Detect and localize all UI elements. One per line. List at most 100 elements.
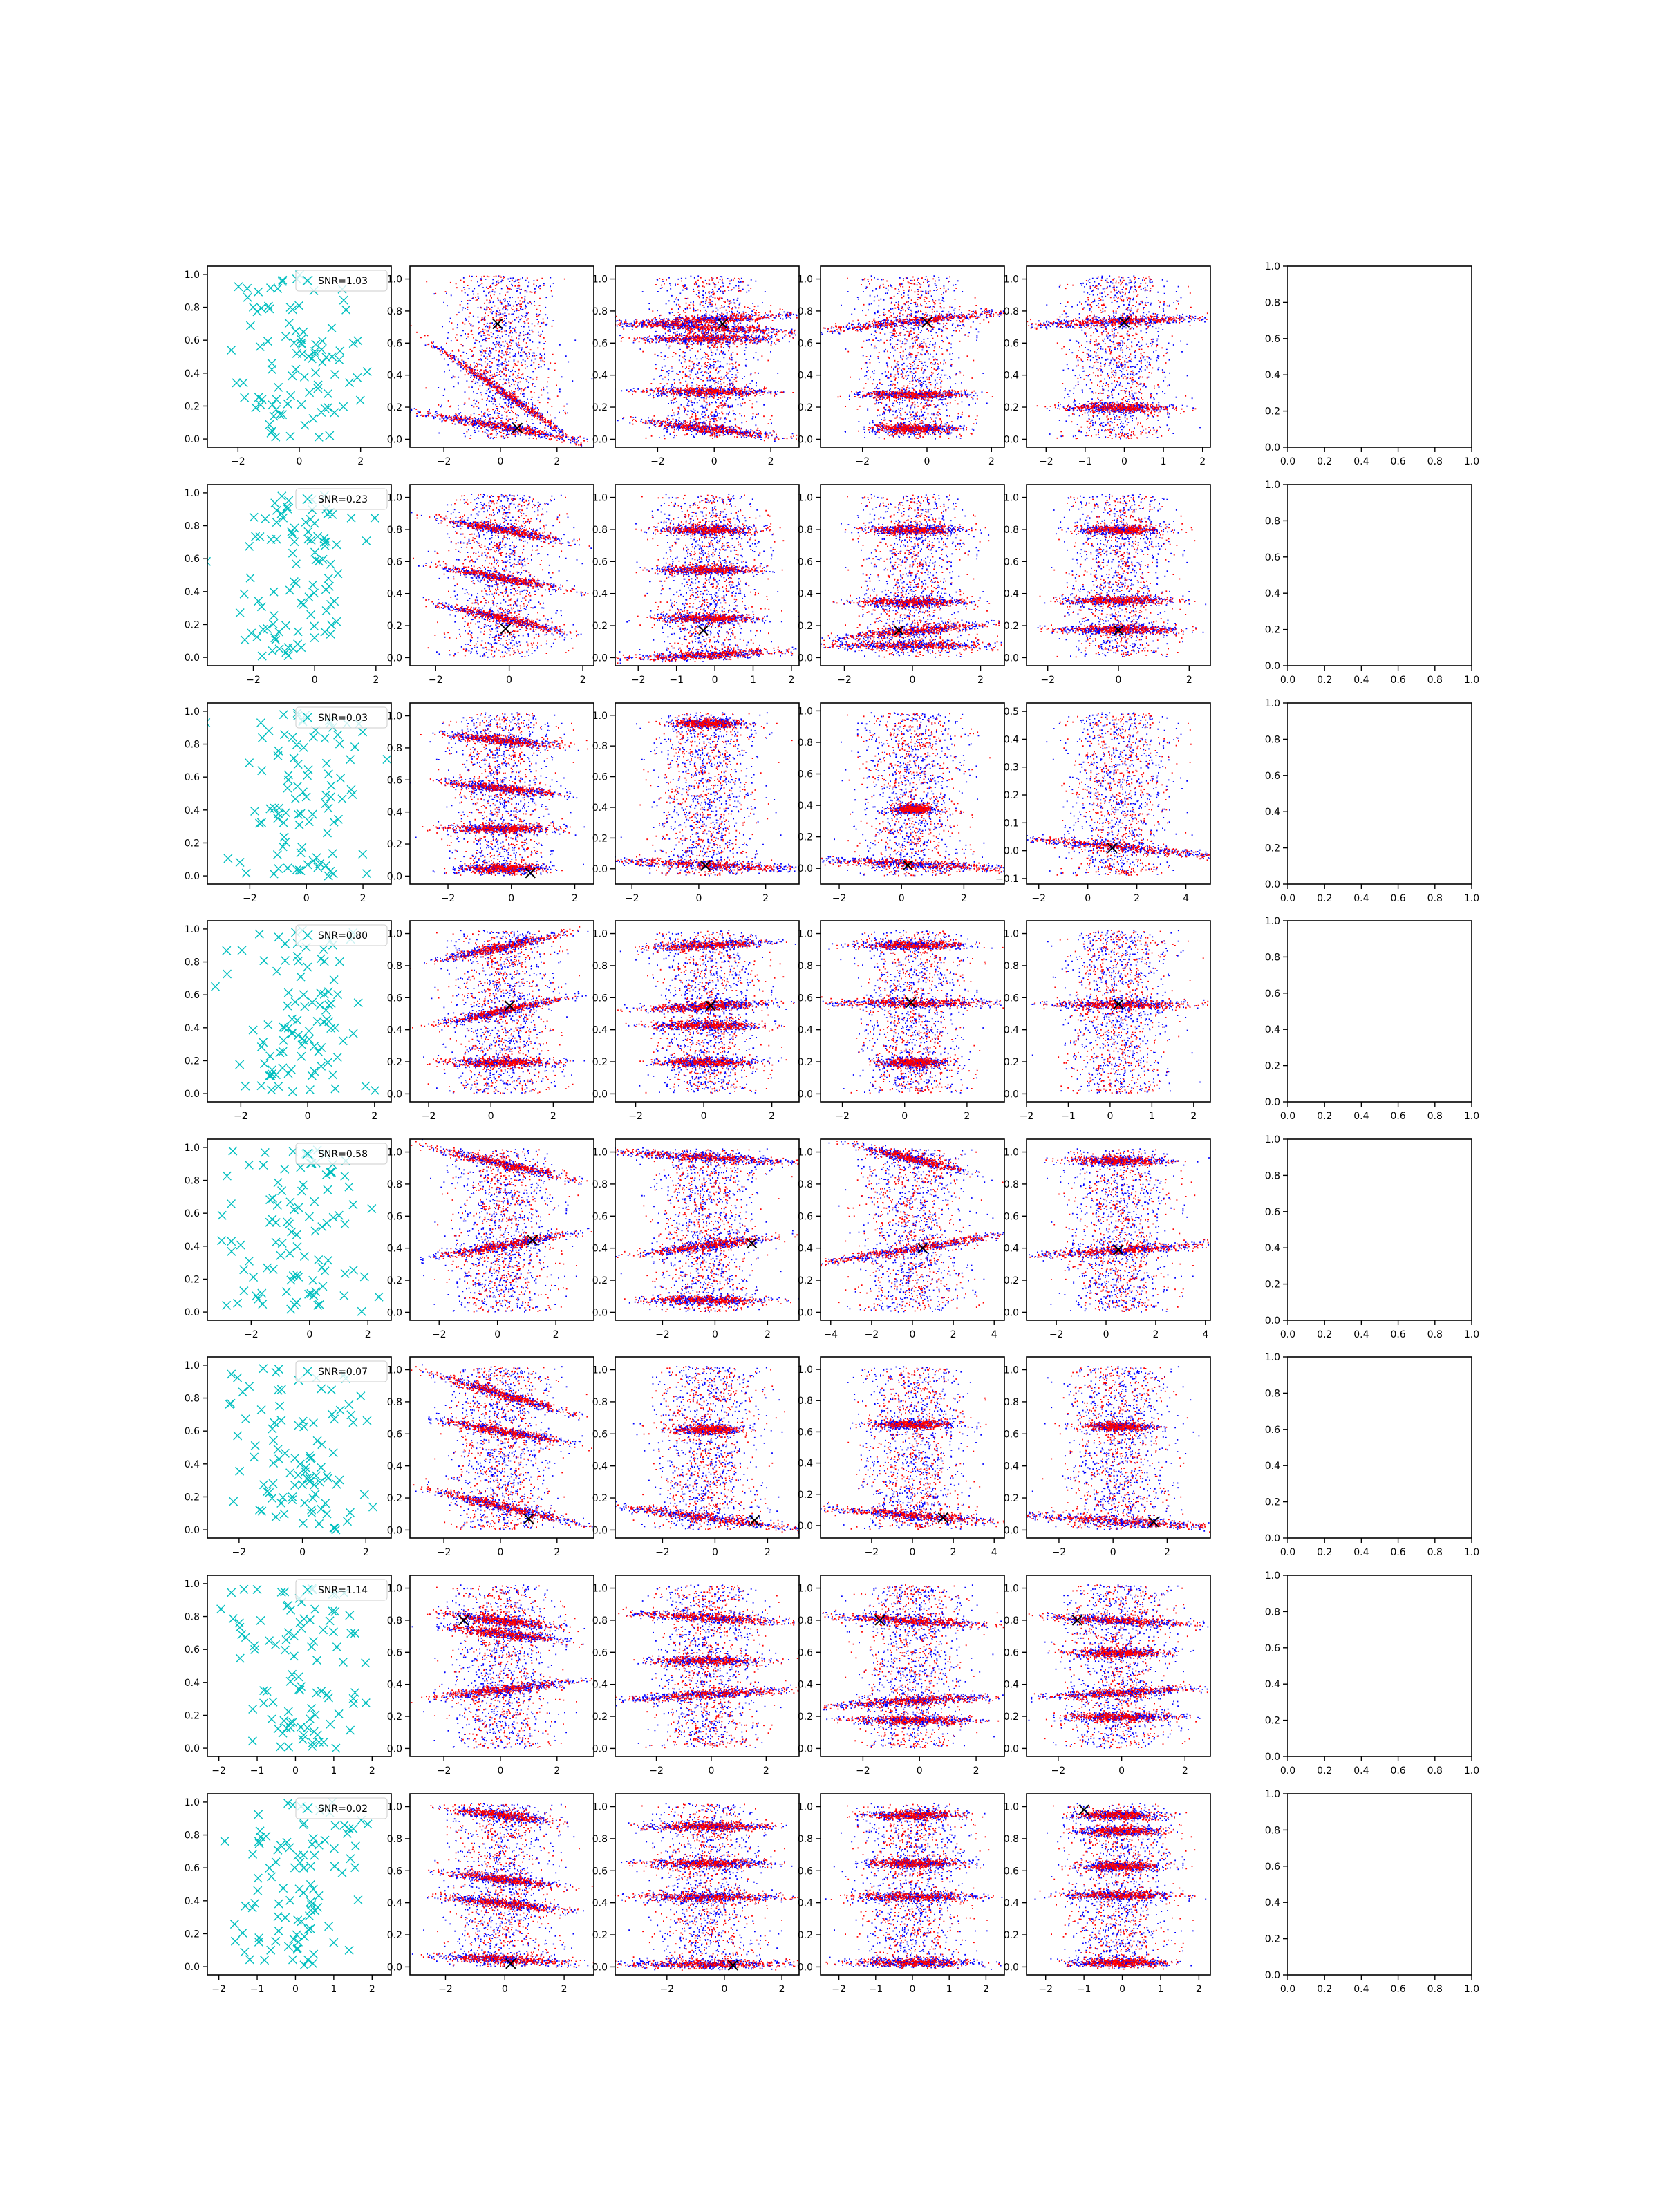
axes-frame [820,1575,1005,1757]
legend-cross-icon [302,712,313,723]
y-tick-label: 0.0 [592,1743,608,1754]
x-tick-label: 4 [1202,1329,1208,1340]
band-4-series-a [1028,1708,1201,1725]
axes-frame [207,1356,392,1539]
x-tick-label: 4 [991,1547,997,1558]
band-1-series-b [836,938,1004,951]
y-tick-label: 0.0 [387,653,402,664]
y-tick-label: −0.1 [995,874,1019,885]
x-tick-label: 0 [305,1111,311,1122]
y-tick-label: 1.0 [185,488,200,499]
band-3-series-b [1061,1859,1193,1873]
x-tick-label: −2 [832,893,847,904]
centroid-marker-1 [458,1615,469,1626]
x-tick-label: 0.2 [1317,1984,1332,1995]
x-tick-label: 2 [973,1765,980,1777]
y-tick-label: 0.8 [387,961,402,972]
y-tick-label: 0.2 [387,402,402,413]
x-tick-label: 0 [494,1329,500,1340]
x-tick-label: 0.6 [1390,456,1405,467]
x-tick-label: 1 [946,1984,953,1995]
y-tick-label: 0.2 [185,1710,200,1721]
plot-area [411,1364,594,1530]
panel-r8-c6: 0.0 0.2 0.4 0.6 0.8 1.0 0.0 0.2 0.4 0.6 0.8 1.0 [1265,1789,1479,1995]
y-tick-label: 1.0 [387,493,402,504]
y-tick-label: 0.4 [387,1680,402,1691]
x-tick-label: 0.8 [1427,1547,1443,1558]
band-1-series-a [615,1147,799,1168]
y-tick-label: 1.0 [592,1147,608,1159]
y-tick-label: 0.0 [1004,653,1019,664]
x-tick-label: 2 [554,1547,560,1558]
x-tick-label: 0.4 [1353,1765,1369,1777]
x-tick-label: −1 [868,1984,883,1995]
axes-frame [615,702,800,885]
centroid-marker-1 [1113,998,1124,1010]
panel-r1-c1: −2 0 2 0.0 0.2 0.4 0.6 0.8 1.0 SNR=1.03 [185,265,392,467]
y-tick-label: 0.2 [185,1492,200,1503]
band-3-series-a [845,420,975,437]
plot-area [217,1145,384,1316]
band-1-series-b [847,1808,984,1822]
y-tick-label: 0.6 [387,1866,402,1877]
y-tick-label: 1.0 [1004,493,1019,504]
x-tick-label: 0 [497,1765,503,1777]
x-tick-label: −2 [865,1547,879,1558]
y-tick-label: 0.2 [185,619,200,630]
x-tick-label: 1 [330,1984,337,1995]
x-tick-label: −2 [437,1547,451,1558]
panel-r1-c6: 0.0 0.2 0.4 0.6 0.8 1.0 0.0 0.2 0.4 0.6 0.8 1.0 [1265,261,1479,467]
band-1-series-b [1028,1612,1201,1629]
y-tick-label: 1.0 [185,706,200,718]
x-tick-label: 0 [899,893,905,904]
panel-r2-c6: 0.0 0.2 0.4 0.6 0.8 1.0 0.0 0.2 0.4 0.6 0.8 1.0 [1265,480,1479,686]
y-tick-label: 0.8 [592,741,608,752]
x-tick-label: 1 [1161,456,1167,467]
legend-cross-icon [302,930,313,941]
y-tick-label: 0.2 [1265,1497,1280,1508]
series-a-points [423,1148,577,1313]
x-tick-label: 1.0 [1464,1547,1479,1558]
x-tick-label: 0 [1103,1329,1109,1340]
y-tick-label: 0.2 [1004,790,1019,801]
panel-r4-c4: −2 0 2 0.0 0.2 0.4 0.6 0.8 1.0 [798,920,1005,1122]
series-a-points [843,1366,984,1530]
band-2-series-b [837,388,993,402]
x-tick-label: 0.4 [1353,893,1369,904]
sample-cross-markers [227,270,372,442]
plot-area [615,1147,799,1313]
x-tick-label: 0.0 [1280,1547,1295,1558]
x-tick-label: 2 [371,1111,377,1122]
y-tick-label: 0.0 [592,864,608,875]
y-tick-label: 0.4 [387,807,402,818]
y-tick-label: 0.2 [592,1930,608,1941]
y-tick-label: 0.8 [798,1834,813,1845]
x-tick-label: 0.0 [1280,1765,1295,1777]
centroid-marker-1 [1118,317,1130,328]
axes-frame [820,1793,1005,1976]
x-tick-label: 0.8 [1427,1984,1443,1995]
centroid-marker-1 [917,1242,928,1254]
y-tick-label: 1.0 [387,1802,402,1813]
y-tick-label: 0.8 [1265,952,1280,963]
y-tick-label: 0.6 [185,1644,200,1656]
x-tick-label: 0 [292,1984,299,1995]
sample-cross-markers [211,926,380,1096]
band-4-series-b [1045,1709,1197,1724]
x-tick-label: 2 [779,1984,785,1995]
axes-frame [1026,1356,1211,1539]
band-1-series-b [845,523,973,537]
x-tick-label: 0 [488,1111,494,1122]
x-tick-label: −2 [659,1984,674,1995]
band-3-series-b [428,1891,579,1915]
band-1-series-b [635,523,774,537]
x-tick-label: 2 [550,1111,556,1122]
axes-frame [615,920,800,1103]
panel-r3-c3: −2 0 2 0.0 0.2 0.4 0.6 0.8 1.0 [592,702,800,904]
x-tick-label: 0.2 [1317,893,1332,904]
y-tick-label: 1.0 [185,270,200,281]
axes-frame [820,265,1005,448]
y-tick-label: 1.0 [1004,929,1019,940]
y-tick-label: 1.0 [387,711,402,722]
